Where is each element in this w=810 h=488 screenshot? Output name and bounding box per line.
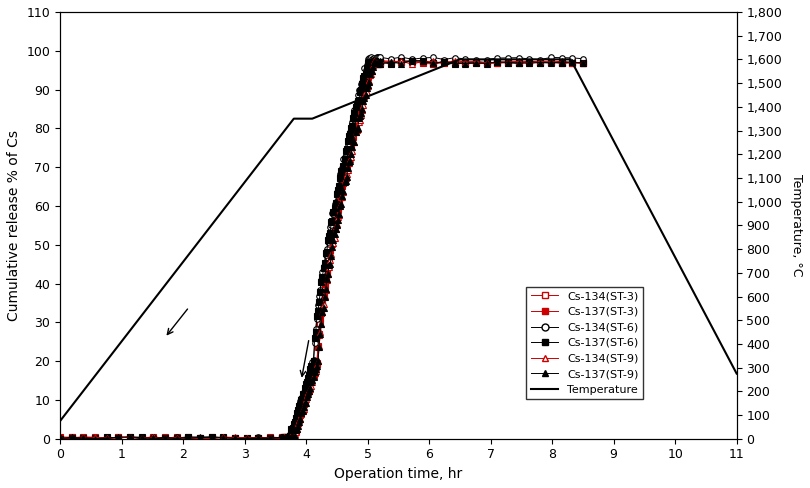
X-axis label: Operation time, hr: Operation time, hr bbox=[335, 467, 463, 481]
Y-axis label: Temperature, °C: Temperature, °C bbox=[790, 174, 803, 277]
Y-axis label: Cumulative release % of Cs: Cumulative release % of Cs bbox=[7, 130, 21, 321]
Legend: Cs-134(ST-3), Cs-137(ST-3), Cs-134(ST-6), Cs-137(ST-6), Cs-134(ST-9), Cs-137(ST-: Cs-134(ST-3), Cs-137(ST-3), Cs-134(ST-6)… bbox=[526, 287, 643, 399]
